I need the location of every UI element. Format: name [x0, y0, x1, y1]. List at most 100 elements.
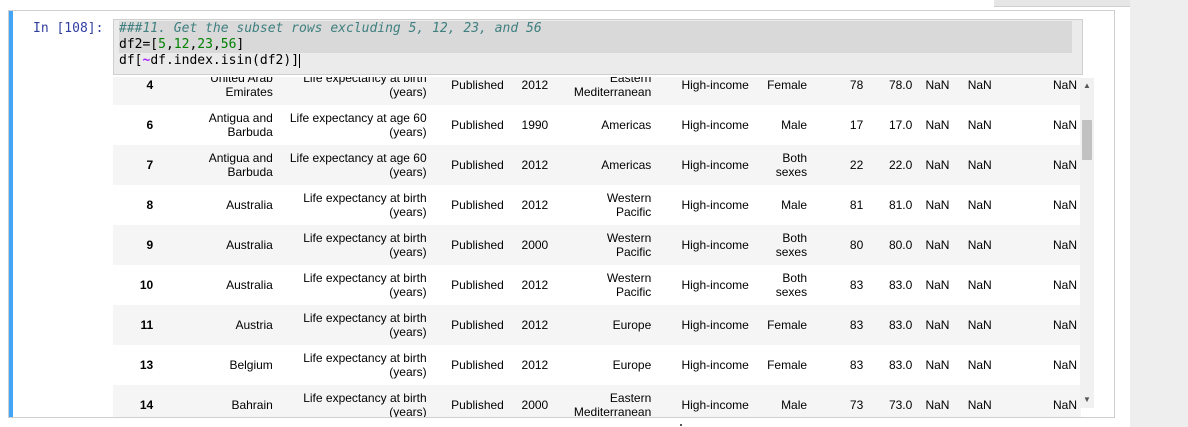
- cell-year: 2012: [507, 145, 553, 185]
- row-index: 6: [113, 105, 160, 145]
- table-row: 4 United Arab Emirates Life expectancy at b…: [113, 77, 1081, 105]
- cell-status: Published: [430, 225, 508, 265]
- cell-status: Published: [430, 145, 508, 185]
- code-operator: ~: [142, 53, 151, 68]
- cell-value-numeric: 73.0: [867, 385, 917, 417]
- cell-status: Published: [430, 77, 508, 105]
- cell-nan: NaN: [916, 345, 954, 385]
- cell-nan: NaN: [916, 105, 954, 145]
- cell-year: 2000: [507, 225, 553, 265]
- code-token: df.index.isin(df2)]: [150, 53, 300, 68]
- cell-sex: Male: [752, 185, 812, 225]
- cell-value: 17: [811, 105, 868, 145]
- cell-value: 22: [811, 145, 868, 185]
- table-row: 6 Antigua and Barbuda Life expectancy at a…: [113, 105, 1081, 145]
- row-index: 10: [113, 265, 160, 305]
- row-index: 7: [113, 145, 160, 185]
- cell-country: Australia: [159, 185, 277, 225]
- cell-value: 81: [811, 185, 868, 225]
- cell-income: High-income: [655, 225, 753, 265]
- cell-income: High-income: [655, 385, 753, 417]
- scroll-up-arrow-icon[interactable]: ▲: [1083, 81, 1091, 90]
- input-prompt: In [108]:: [33, 21, 104, 36]
- cell-region: Americas: [552, 145, 656, 185]
- stray-dot: [680, 424, 682, 426]
- cell-value: 83: [811, 305, 868, 345]
- code-line-2: df2=[5,12,23,56]: [119, 37, 1072, 53]
- code-input[interactable]: ###11. Get the subset rows excluding 5, …: [113, 19, 1083, 75]
- cell-value-numeric: 81.0: [867, 185, 917, 225]
- cell-country: Antigua and Barbuda: [159, 105, 277, 145]
- code-number: 56: [220, 37, 237, 52]
- table-row: 10 Australia Life expectancy at birth (year…: [113, 265, 1081, 305]
- cell-sex: Both sexes: [752, 145, 812, 185]
- table-row: 8 Australia Life expectancy at birth (years…: [113, 185, 1081, 225]
- cell-nan: NaN: [953, 145, 996, 185]
- cell-year: 2012: [507, 265, 553, 305]
- table-row: 14 Bahrain Life expectancy at birth (years)…: [113, 385, 1081, 417]
- scroll-thumb[interactable]: [1082, 120, 1092, 160]
- dataframe-table: 4 United Arab Emirates Life expectancy at b…: [113, 77, 1081, 417]
- cell-nan: NaN: [995, 77, 1081, 105]
- cell-nan: NaN: [916, 145, 954, 185]
- window-top-strip: [994, 0, 1188, 7]
- cell-nan: NaN: [953, 225, 996, 265]
- output-scrollbar[interactable]: ▲ ▼: [1080, 78, 1094, 408]
- cell-nan: NaN: [916, 265, 954, 305]
- cell-value-numeric: 83.0: [867, 345, 917, 385]
- cell-sex: Male: [752, 105, 812, 145]
- code-token: ]: [236, 37, 245, 52]
- output-area[interactable]: 4 United Arab Emirates Life expectancy at b…: [113, 77, 1081, 417]
- cell-value-numeric: 83.0: [867, 265, 917, 305]
- cell-nan: NaN: [995, 145, 1081, 185]
- cell-nan: NaN: [995, 225, 1081, 265]
- cell-value: 78: [811, 77, 868, 105]
- cell-year: 2012: [507, 185, 553, 225]
- cell-status: Published: [430, 265, 508, 305]
- cell-country: Belgium: [159, 345, 277, 385]
- cell-country: Bahrain: [159, 385, 277, 417]
- cell-value: 80: [811, 225, 868, 265]
- cell-sex: Both sexes: [752, 265, 812, 305]
- cell-indicator: Life expectancy at birth (years): [276, 345, 431, 385]
- code-line-3: df[~df.index.isin(df2)]: [119, 53, 1072, 69]
- cell-nan: NaN: [953, 185, 996, 225]
- cell-country: Antigua and Barbuda: [159, 145, 277, 185]
- code-token: df2=[: [119, 37, 159, 52]
- cell-value-numeric: 78.0: [867, 77, 917, 105]
- cell-value-numeric: 17.0: [867, 105, 917, 145]
- cell-income: High-income: [655, 105, 753, 145]
- cell-value-numeric: 22.0: [867, 145, 917, 185]
- code-number: 23: [197, 37, 213, 52]
- table-row: 13 Belgium Life expectancy at birth (years)…: [113, 345, 1081, 385]
- cell-nan: NaN: [995, 105, 1081, 145]
- cell-selection-bar: [9, 11, 13, 417]
- cell-value: 83: [811, 345, 868, 385]
- cell-nan: NaN: [995, 265, 1081, 305]
- cell-nan: NaN: [916, 185, 954, 225]
- code-text[interactable]: ###11. Get the subset rows excluding 5, …: [114, 20, 1082, 69]
- scroll-down-arrow-icon[interactable]: ▼: [1083, 395, 1091, 404]
- cell-status: Published: [430, 185, 508, 225]
- row-index: 11: [113, 305, 160, 345]
- cell-nan: NaN: [953, 265, 996, 305]
- cell-income: High-income: [655, 345, 753, 385]
- code-comment: ###11. Get the subset rows excluding 5, …: [119, 21, 542, 36]
- cell-income: High-income: [655, 77, 753, 105]
- cell-region: Western Pacific: [552, 225, 656, 265]
- row-index: 8: [113, 185, 160, 225]
- cell-status: Published: [430, 385, 508, 417]
- cell-year: 1990: [507, 105, 553, 145]
- cell-sex: Female: [752, 345, 812, 385]
- cell-nan: NaN: [916, 305, 954, 345]
- cell-nan: NaN: [916, 77, 954, 105]
- cell-country: United Arab Emirates: [159, 77, 277, 105]
- cell-value: 73: [811, 385, 868, 417]
- notebook-cell[interactable]: In [108]: 4 United Arab Emirates Life expec…: [8, 10, 1115, 418]
- cell-country: Austria: [159, 305, 277, 345]
- code-token: df[: [119, 53, 143, 68]
- cell-nan: NaN: [953, 105, 996, 145]
- cell-region: Americas: [552, 105, 656, 145]
- cell-sex: Both sexes: [752, 225, 812, 265]
- cell-region: Eastern Mediterranean: [552, 385, 656, 417]
